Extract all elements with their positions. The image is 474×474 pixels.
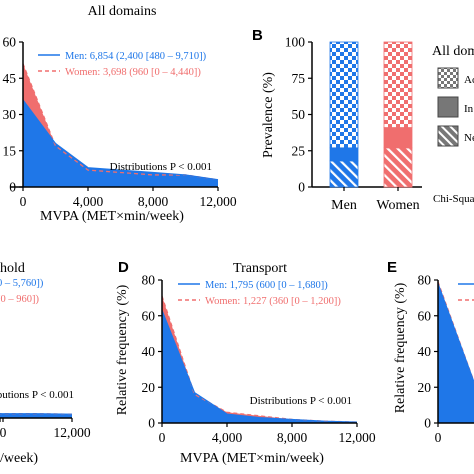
undefined-legend-label: Men: 6,854 (2,400 [480 – 9,710]) <box>65 51 207 62</box>
panel-b-ylabel: Prevalence (%) <box>261 72 276 158</box>
panel-b-legend-label: Ac <box>464 74 474 86</box>
bar-men-ne <box>329 160 359 188</box>
undefined-annotation: istributions P < 0.001 <box>0 389 74 401</box>
bar-men-in <box>329 147 359 162</box>
undefined-legend-label: Men: 1,795 (600 [0 – 1,680]) <box>205 280 328 291</box>
undefined-x-tick-label: 0 <box>159 430 166 445</box>
panel-b-y-tick-label: 0 <box>298 180 305 195</box>
undefined-x-tick-label: 8,000 <box>138 194 169 209</box>
undefined-area-men <box>0 413 72 418</box>
panel-b-y-tick-label: 100 <box>285 35 306 50</box>
undefined-y-tick-label: 40 <box>418 344 432 359</box>
undefined-x-label: MVPA (MET×min/week) <box>40 209 184 224</box>
undefined-y-tick-label: 0 <box>9 180 16 195</box>
undefined-x-tick-label: 4,000 <box>73 194 104 209</box>
panel-b-legend-swatch <box>437 67 459 89</box>
panel-b-y-tick-label: 50 <box>292 107 306 122</box>
undefined-x-label: /week) <box>0 451 38 466</box>
undefined-x-tick-label: 0 <box>0 425 7 440</box>
undefined-x-label: MVPA (MET×min/week) <box>180 451 324 466</box>
panel-c-title: hold <box>0 261 25 276</box>
undefined-x-tick-label: 12,000 <box>199 194 236 209</box>
panel-a: All domains 0 4,000 8,000 12,000 0 15 30 45 60 MV… <box>3 4 237 224</box>
undefined-x-tick-label: 12,000 <box>338 430 375 445</box>
undefined-legend-label: 0 – 5,760]) <box>0 278 44 289</box>
undefined-y-tick-label: 45 <box>3 71 17 86</box>
undefined-legend-label: [0 – 960]) <box>0 294 39 305</box>
panel-label-d: D <box>118 259 129 276</box>
panel-b: B Prevalence (%) All domains Chi-Square … <box>252 27 474 213</box>
panel-b-legend-label: Ne <box>464 132 474 144</box>
undefined-x-tick-label: 4,000 <box>212 430 243 445</box>
panel-d-ylabel: Relative frequency (%) <box>115 284 130 415</box>
panel-b-legend-title: All domains <box>432 44 474 59</box>
undefined-area-men <box>162 310 357 423</box>
panel-b-legend-swatch <box>437 125 459 147</box>
undefined-area-men <box>23 100 218 187</box>
undefined-x-tick-label: 0 <box>20 194 27 209</box>
panel-e-ylabel: Relative frequency (%) <box>393 282 408 413</box>
undefined-y-tick-label: 60 <box>3 35 17 50</box>
panel-b-y-tick-label: 25 <box>292 143 306 158</box>
panel-b-y-tick-label: 75 <box>292 71 306 86</box>
undefined-y-tick-label: 40 <box>142 344 156 359</box>
undefined-area-men <box>438 283 474 423</box>
undefined-line-men <box>22 99 219 181</box>
panel-label-e: E <box>387 259 397 276</box>
undefined-y-tick-label: 20 <box>142 380 156 395</box>
undefined-legend-label: Women: 3,698 (960 [0 – 4,440]) <box>65 67 201 78</box>
undefined-y-tick-label: 0 <box>148 416 155 431</box>
undefined-legend-label: Women: 1,227 (360 [0 – 1,200]) <box>205 296 341 307</box>
undefined-line-men <box>161 310 358 423</box>
undefined-x-tick-label: 8,000 <box>277 430 308 445</box>
panel-c: hold 0 12,000/week) 0 – 5,760]) [0 – 960]) i… <box>0 261 91 466</box>
undefined-x-tick-label: 0 <box>435 430 442 445</box>
undefined-annotation: Distributions P < 0.001 <box>250 395 352 407</box>
undefined-y-tick-label: 0 <box>424 416 431 431</box>
undefined-annotation: Distributions P < 0.001 <box>110 161 212 173</box>
bar-women-in <box>383 127 413 149</box>
undefined-line-men <box>437 283 474 384</box>
panel-d-title: Transport <box>233 261 287 276</box>
undefined-y-tick-label: 60 <box>142 308 156 323</box>
panel-b-annotation: Chi-Square <box>433 193 474 205</box>
panel-b-x-tick-label: Men <box>331 198 357 213</box>
undefined-y-tick-label: 15 <box>3 143 17 158</box>
bar-men-ac <box>329 41 359 149</box>
panel-b-x-tick-label: Women <box>376 198 419 213</box>
undefined-y-tick-label: 20 <box>418 380 432 395</box>
bar-women-ne <box>383 147 413 188</box>
undefined-y-tick-label: 60 <box>418 308 432 323</box>
panel-d: D Transport Relative frequency (%) 0 4,00… <box>115 259 376 466</box>
panel-b-legend-swatch <box>437 96 459 118</box>
undefined-y-tick-label: 80 <box>142 273 156 288</box>
undefined-y-tick-label: 30 <box>3 107 17 122</box>
undefined-line-men <box>0 413 73 415</box>
panel-e: E Relative frequency (%) 00 20 40 60 80 <box>387 259 474 445</box>
undefined-y-tick-label: 80 <box>418 273 432 288</box>
panel-a-title: All domains <box>88 4 157 19</box>
bar-women-ac <box>383 41 413 128</box>
panel-label-b: B <box>252 27 263 44</box>
panel-b-legend-label: In <box>464 103 474 115</box>
undefined-x-tick-label: 12,000 <box>53 425 90 440</box>
